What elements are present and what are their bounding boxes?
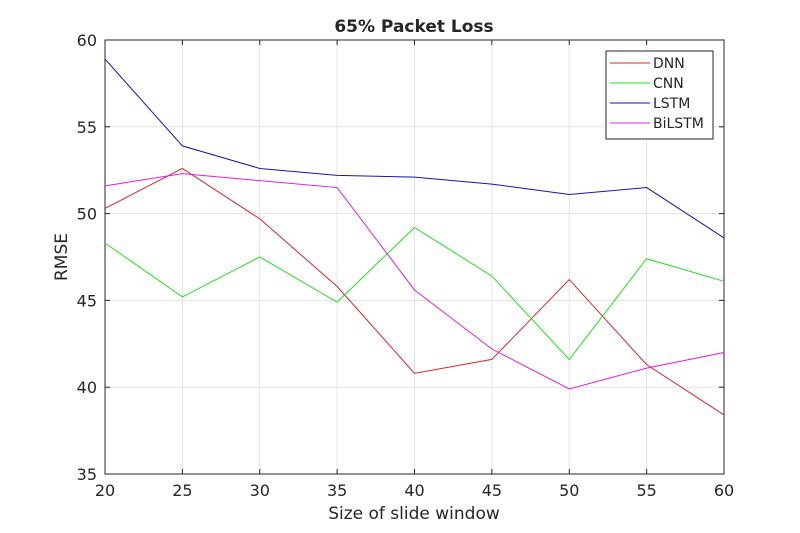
- series-line-lstm: [104, 58, 725, 239]
- y-axis-label: RMSE: [52, 233, 72, 281]
- series-line-dnn: [104, 167, 725, 416]
- series-lines: [104, 58, 725, 416]
- chart-title: 65% Packet Loss: [334, 17, 493, 37]
- legend-label-dnn: DNN: [653, 56, 685, 72]
- x-tick-label: 55: [636, 481, 656, 500]
- x-tick-label: 30: [250, 481, 270, 500]
- y-tick-label: 40: [77, 378, 97, 397]
- series-line-cnn: [104, 226, 725, 361]
- x-tick-label: 20: [95, 481, 115, 500]
- y-tick-label: 35: [77, 465, 97, 484]
- x-tick-label: 60: [714, 481, 734, 500]
- x-tick-label: 40: [404, 481, 424, 500]
- y-tick-label: 55: [77, 118, 97, 137]
- legend: DNN CNN LSTM BiLSTM: [605, 50, 714, 140]
- axis-ticks: 20 25 30 35 40 45 50 55 60 35 40 45 50 55 60: [77, 31, 735, 500]
- y-tick-label: 50: [77, 205, 97, 224]
- legend-label-cnn: CNN: [653, 76, 684, 92]
- x-tick-label: 25: [172, 481, 192, 500]
- legend-label-bilstm: BiLSTM: [653, 116, 704, 132]
- series-line-bilstm: [104, 173, 725, 390]
- x-tick-label: 50: [559, 481, 579, 500]
- legend-label-lstm: LSTM: [653, 96, 690, 112]
- y-tick-label: 60: [77, 31, 97, 50]
- y-tick-label: 45: [77, 291, 97, 310]
- x-axis-label: Size of slide window: [328, 504, 500, 524]
- x-tick-label: 35: [327, 481, 347, 500]
- x-tick-label: 45: [482, 481, 502, 500]
- legend-box: [605, 50, 714, 140]
